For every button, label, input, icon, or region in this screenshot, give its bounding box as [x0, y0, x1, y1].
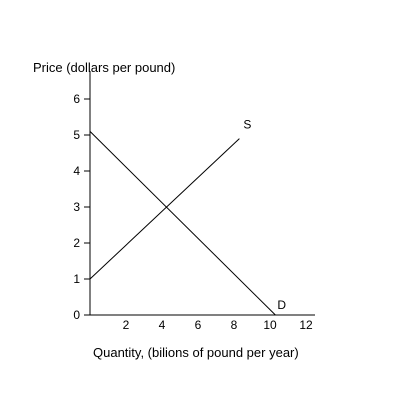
series-line-s — [90, 139, 239, 279]
y-tick-label: 1 — [73, 272, 80, 286]
y-tick-labels: 0 1 2 3 4 5 6 — [73, 92, 90, 322]
x-tick-label: 6 — [195, 318, 202, 332]
x-tick-label: 2 — [123, 318, 130, 332]
series-lines: SD — [90, 118, 286, 315]
series-label-d: D — [277, 298, 286, 312]
y-tick-label: 3 — [73, 200, 80, 214]
x-tick-label: 8 — [231, 318, 238, 332]
y-tick-label: 2 — [73, 236, 80, 250]
series-label-s: S — [243, 118, 251, 132]
y-tick-label: 6 — [73, 92, 80, 106]
y-tick-label: 5 — [73, 128, 80, 142]
y-tick-label: 0 — [73, 308, 80, 322]
y-tick-label: 4 — [73, 164, 80, 178]
series-line-d — [90, 131, 275, 315]
x-axis-label: Quantity, (bilions of pound per year) — [93, 345, 299, 360]
x-tick-label: 12 — [299, 318, 313, 332]
x-tick-label: 10 — [263, 318, 277, 332]
x-tick-label: 4 — [159, 318, 166, 332]
axes — [90, 71, 315, 315]
x-tick-labels: 2 4 6 8 10 12 — [123, 318, 313, 332]
